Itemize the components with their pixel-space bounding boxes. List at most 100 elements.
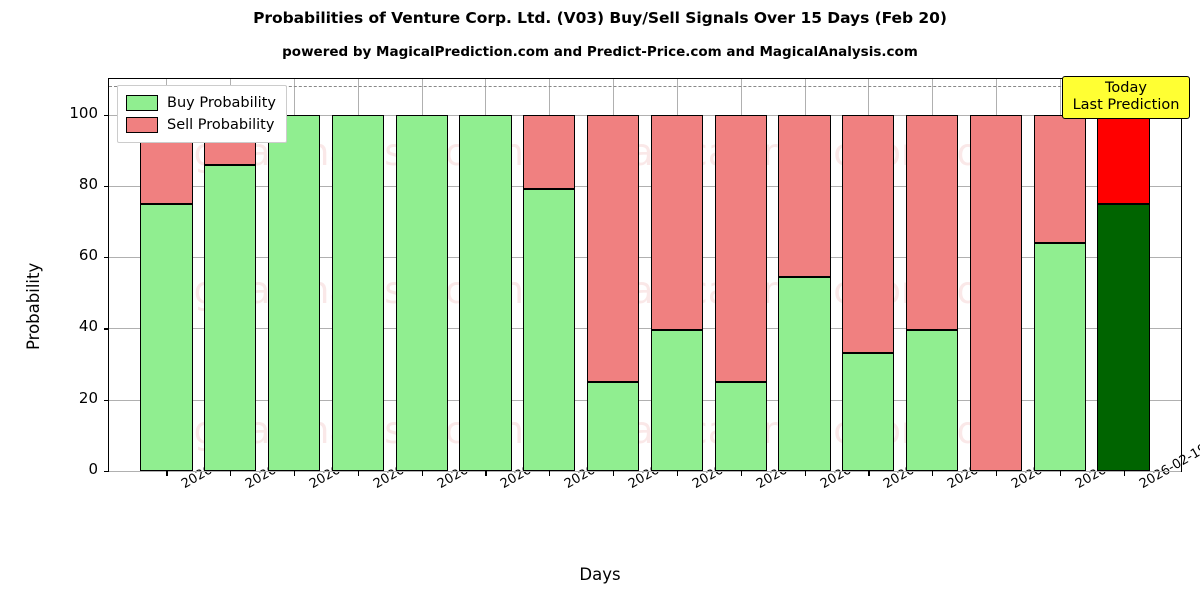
x-axis-tick-label: 2026-01-30: [371, 441, 444, 492]
x-axis-label: Days: [579, 565, 621, 584]
y-axis-tick-mark: [104, 257, 109, 259]
bar-group[interactable]: [395, 79, 448, 471]
bar-segment-buy[interactable]: [459, 114, 512, 471]
bar-segment-sell[interactable]: [650, 114, 704, 331]
gridline-horizontal: [109, 257, 1181, 259]
today-annotation-box: Today Last Prediction: [1061, 76, 1191, 119]
bar-group[interactable]: [459, 79, 512, 471]
bar-segment-buy[interactable]: [586, 381, 640, 471]
bar-group[interactable]: [969, 79, 1023, 471]
gridline-horizontal: [109, 328, 1181, 330]
bar-group[interactable]: [842, 79, 895, 471]
legend-color-swatch: [126, 95, 158, 111]
bar-segment-buy[interactable]: [842, 353, 895, 471]
bar-group[interactable]: [586, 79, 640, 471]
bar-segment-buy[interactable]: [204, 164, 257, 471]
gridline-horizontal: [109, 114, 1181, 116]
x-axis-tick-label: 2026-02-11: [881, 441, 954, 492]
bar-segment-sell[interactable]: [905, 114, 959, 331]
bar-group[interactable]: [331, 79, 384, 471]
y-axis-tick-mark: [104, 114, 109, 116]
x-axis-tick-label: 2026-02-19: [1137, 441, 1200, 492]
bar-segment-buy[interactable]: [1097, 203, 1150, 471]
x-axis-tick-mark: [357, 471, 360, 476]
gridline-horizontal: [109, 399, 1181, 401]
x-axis-tick-label: 2026-02-13: [1009, 441, 1082, 492]
legend-item[interactable]: Buy Probability: [126, 92, 276, 114]
x-axis-tick-label: 2026-02-03: [498, 441, 571, 492]
x-axis-tick-mark: [995, 471, 998, 476]
x-axis-tick-label: 2026-01-27: [179, 441, 252, 492]
x-axis-tick-mark: [740, 471, 742, 476]
bar-segment-sell[interactable]: [1097, 114, 1150, 204]
bar-segment-buy[interactable]: [140, 203, 193, 471]
x-axis-tick-mark: [1123, 471, 1125, 476]
bar-group[interactable]: [905, 79, 959, 471]
chart-subtitle: powered by MagicalPrediction.com and Pre…: [282, 44, 918, 60]
x-axis-tick-label: 2026-01-29: [307, 441, 380, 492]
x-axis-tick-mark: [294, 471, 296, 476]
y-axis-tick-label: 60: [78, 246, 98, 265]
gridline-horizontal: [109, 471, 1181, 472]
x-axis-tick-label: 2026-02-04: [562, 441, 635, 492]
x-axis-tick-mark: [613, 471, 615, 476]
bar-segment-buy[interactable]: [1033, 242, 1086, 471]
x-axis-tick-label: 2026-02-12: [945, 441, 1018, 492]
bar-group[interactable]: [267, 79, 321, 471]
bar-group[interactable]: [523, 79, 576, 471]
y-axis-tick-label: 40: [78, 317, 98, 336]
bar-segment-sell[interactable]: [969, 114, 1023, 471]
bar-group[interactable]: [778, 79, 831, 471]
bar-segment-buy[interactable]: [523, 189, 576, 471]
bar-segment-buy[interactable]: [778, 276, 831, 471]
bar-segment-buy[interactable]: [331, 114, 384, 471]
x-axis-tick-label: 2026-02-16: [1073, 441, 1146, 492]
legend-item-label: Sell Probability: [167, 117, 275, 133]
bar-segment-sell[interactable]: [523, 114, 576, 190]
x-axis-tick-mark: [1059, 471, 1061, 476]
x-axis-tick-mark: [549, 471, 551, 476]
legend-item[interactable]: Sell Probability: [126, 114, 276, 136]
x-axis-tick-label: 2026-02-10: [818, 441, 891, 492]
y-axis-tick-label: 0: [88, 460, 98, 478]
x-axis-tick-mark: [932, 471, 934, 476]
x-axis-tick-mark: [676, 471, 679, 476]
legend-color-swatch: [126, 117, 158, 133]
x-axis-tick-mark: [421, 471, 423, 476]
y-axis-tick-label: 20: [78, 388, 98, 407]
bar-group[interactable]: [1033, 79, 1086, 471]
plot-area: MagicalAnalysis.comMagicalPrediction.com…: [104, 76, 1191, 476]
chart-title: Probabilities of Venture Corp. Ltd. (V03…: [253, 9, 947, 27]
bar-group[interactable]: [714, 79, 767, 471]
y-axis-tick-mark: [104, 185, 109, 188]
bar-group[interactable]: [650, 79, 704, 471]
today-annotation-line2: Last Prediction: [1072, 97, 1180, 113]
x-axis-tick-label: 2026-01-28: [243, 441, 316, 492]
bar-segment-buy[interactable]: [714, 381, 767, 471]
y-axis-tick-label: 80: [78, 174, 98, 193]
y-axis-tick-mark: [104, 399, 109, 401]
bar-segment-buy[interactable]: [650, 330, 704, 471]
x-axis-tick-label: 2026-02-09: [754, 441, 827, 492]
x-axis-tick-mark: [166, 471, 168, 476]
bar-segment-sell[interactable]: [1033, 114, 1086, 243]
x-axis-tick-mark: [804, 471, 806, 476]
bar-segment-sell[interactable]: [778, 114, 831, 277]
chart-legend: Buy Probability Sell Probability: [117, 85, 287, 143]
bar-segment-sell[interactable]: [842, 114, 895, 354]
y-axis-tick-label: 100: [69, 103, 98, 122]
bar-segment-buy[interactable]: [395, 114, 448, 471]
today-annotation-line1: Today: [1105, 80, 1147, 96]
y-axis-tick-mark: [104, 471, 109, 473]
bar-group[interactable]: [1097, 79, 1150, 471]
legend-item-label: Buy Probability: [167, 95, 276, 111]
bar-segment-buy[interactable]: [905, 330, 959, 471]
bar-segment-buy[interactable]: [267, 114, 321, 471]
y-axis-tick-mark: [104, 328, 109, 330]
x-axis-tick-mark: [485, 471, 487, 476]
x-axis-tick-label: 2026-02-05: [626, 441, 699, 492]
bar-segment-sell[interactable]: [586, 114, 640, 382]
x-axis-tick-label: 2026-02-06: [690, 441, 763, 492]
bar-segment-sell[interactable]: [714, 114, 767, 382]
